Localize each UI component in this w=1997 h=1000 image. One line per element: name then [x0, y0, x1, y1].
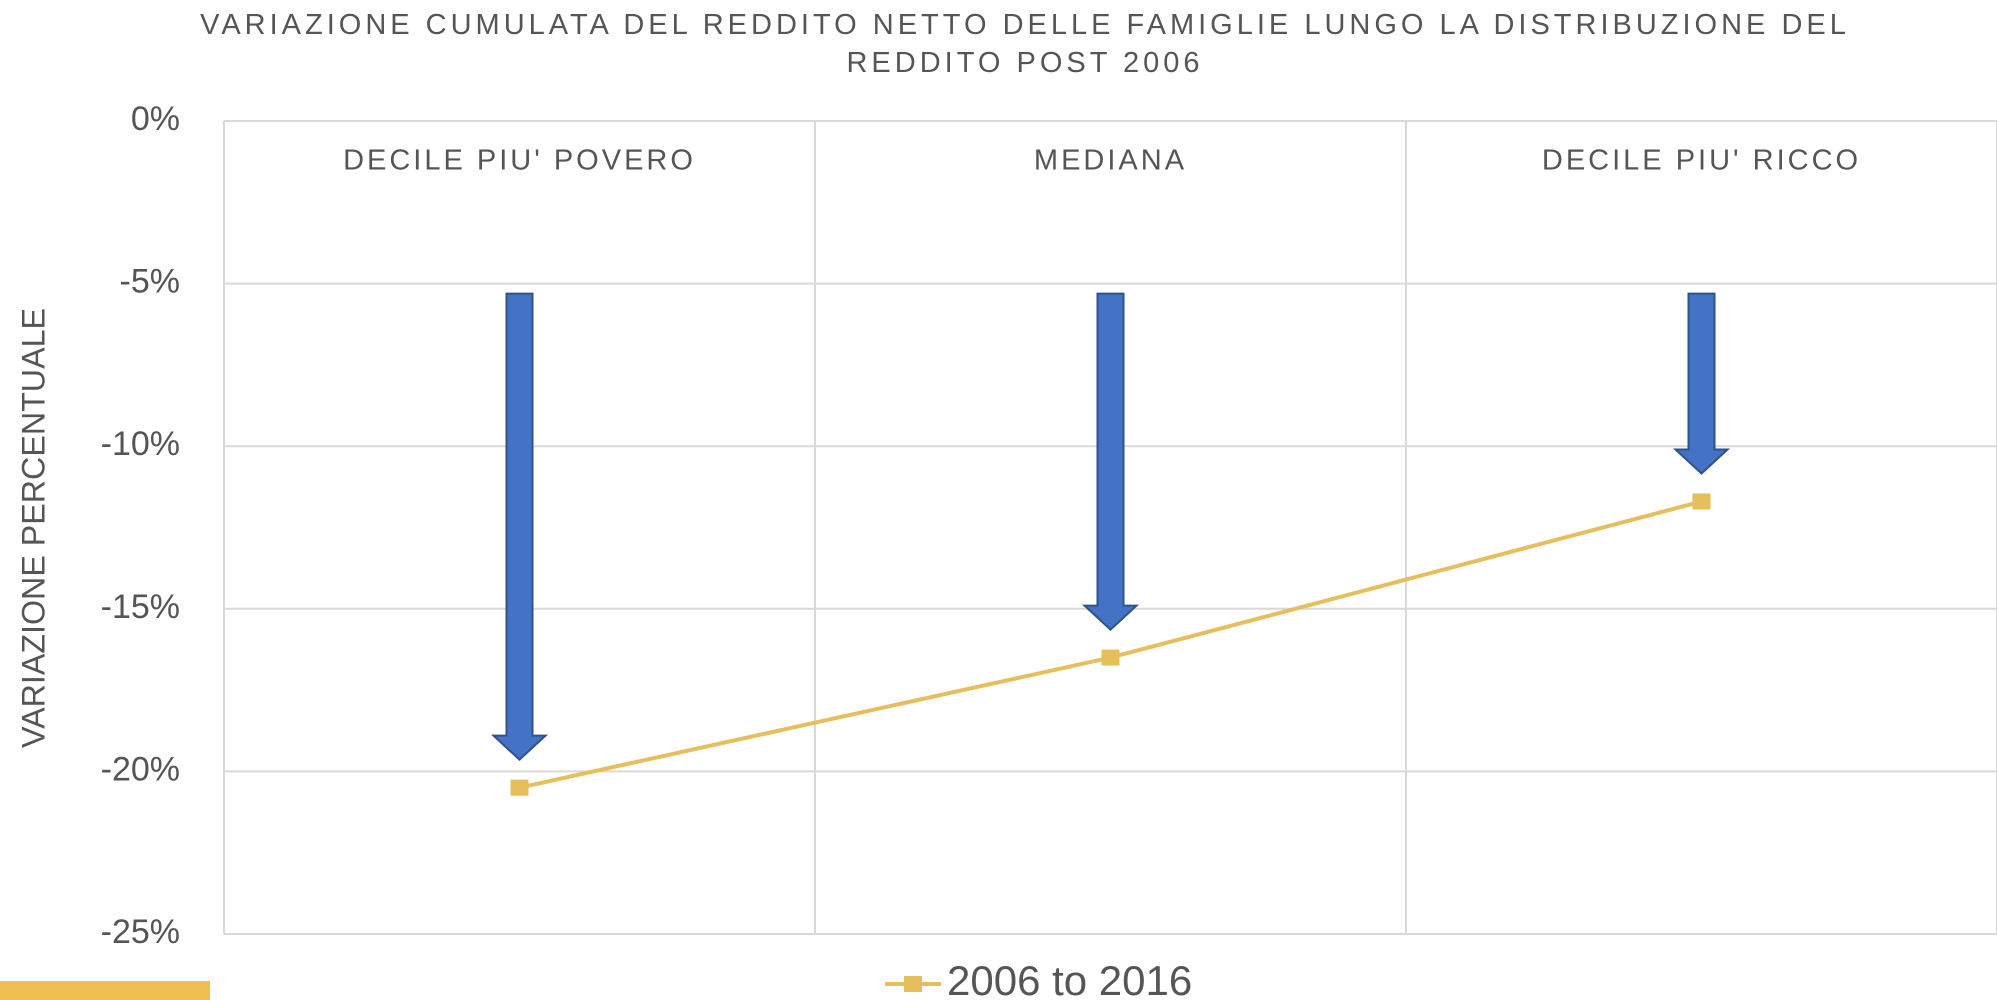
- y-tick-label: -10%: [101, 425, 180, 463]
- legend-marker: [904, 976, 922, 992]
- category-label: DECILE PIU' POVERO: [343, 145, 696, 177]
- arrow: [1672, 292, 1731, 475]
- arrow: [490, 292, 549, 762]
- category-label: DECILE PIU' RICCO: [1542, 145, 1861, 177]
- legend-label: 2006 to 2016: [947, 957, 1192, 1000]
- marker: [510, 779, 529, 796]
- y-tick-label: 0%: [131, 100, 180, 138]
- chart-title: VARIAZIONE CUMULATA DEL REDDITO NETTO DE…: [200, 9, 1850, 79]
- y-axis-label: VARIAZIONE PERCENTUALE: [15, 308, 51, 748]
- marker: [1101, 649, 1120, 666]
- category-label: MEDIANA: [1034, 145, 1187, 177]
- y-tick-label: -15%: [101, 588, 180, 626]
- y-tick-label: -25%: [101, 913, 180, 951]
- arrow: [1081, 292, 1140, 631]
- marker: [1692, 493, 1711, 510]
- y-tick-label: -20%: [101, 750, 180, 788]
- y-tick-label: -5%: [120, 263, 180, 301]
- decor-bar: [0, 981, 210, 1000]
